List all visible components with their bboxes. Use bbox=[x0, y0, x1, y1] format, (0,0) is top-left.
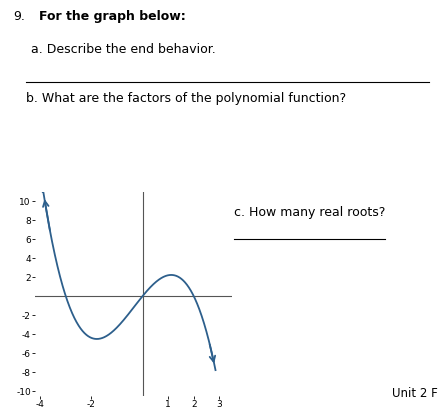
Text: 9.: 9. bbox=[13, 10, 25, 23]
Text: a. Describe the end behavior.: a. Describe the end behavior. bbox=[31, 43, 215, 56]
Text: c. How many real roots?: c. How many real roots? bbox=[234, 206, 385, 220]
Text: b. What are the factors of the polynomial function?: b. What are the factors of the polynomia… bbox=[26, 92, 346, 105]
Text: Unit 2 F: Unit 2 F bbox=[392, 387, 438, 400]
Text: For the graph below:: For the graph below: bbox=[39, 10, 186, 23]
